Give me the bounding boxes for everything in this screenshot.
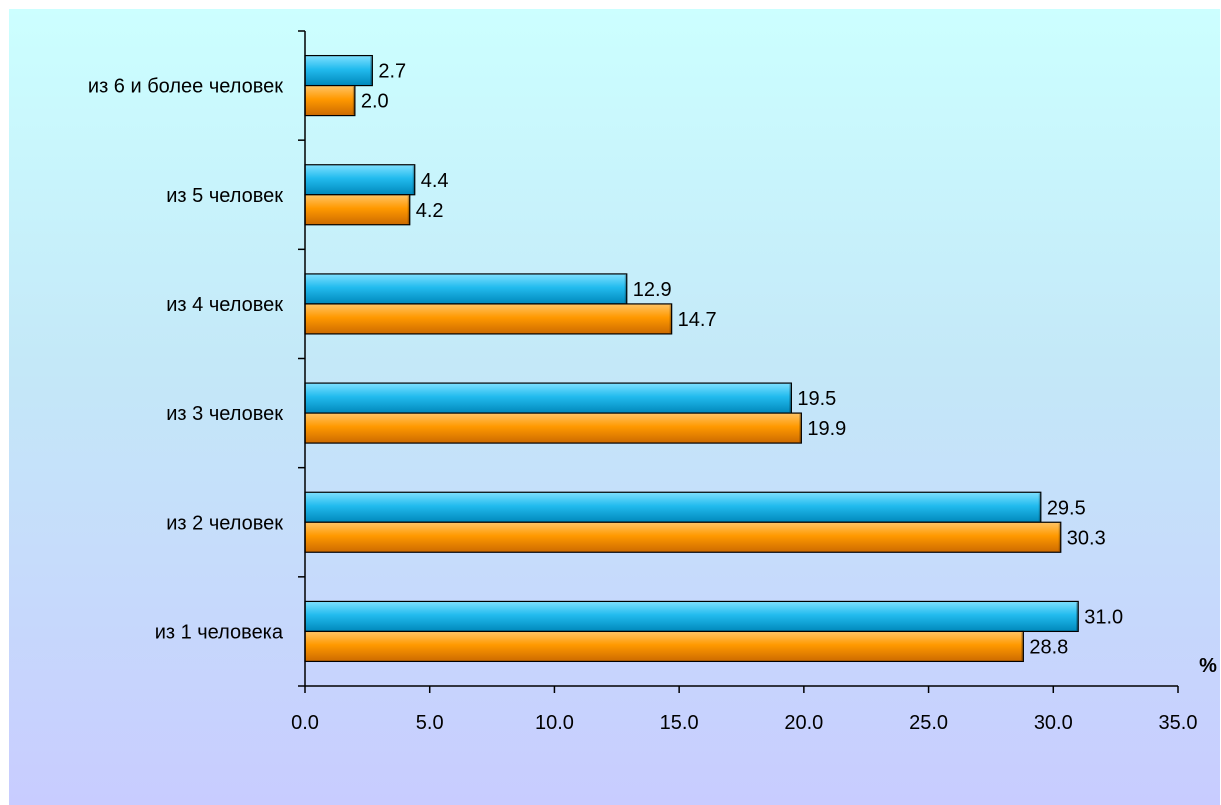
category-label: из 3 человек [166, 403, 283, 425]
category-label: из 6 и более человек [88, 76, 283, 98]
bar-edge-shade [1038, 493, 1041, 522]
bar-series-2 [304, 630, 1024, 663]
data-label: 2.0 [361, 91, 389, 113]
category-label: из 5 человек [166, 185, 283, 207]
bar-series-1 [304, 164, 416, 196]
bar-edge-shade [799, 414, 802, 443]
bar-series-2 [304, 84, 356, 117]
bar-edge-shade [1021, 632, 1024, 661]
bar-edge-shade [789, 384, 792, 413]
bar-series-2 [304, 412, 802, 444]
data-label: 12.9 [633, 279, 672, 301]
bar-edge-shade [1058, 523, 1061, 552]
bar-edge-shade [352, 86, 355, 115]
bar-series-1 [304, 600, 1079, 633]
bar-series-1 [304, 382, 792, 414]
x-tick-label: 10.0 [535, 712, 574, 734]
x-tick-label: 0.0 [291, 712, 319, 734]
category-label: из 1 человека [155, 621, 284, 643]
bar-edge-shade [669, 304, 672, 333]
data-label: 19.9 [807, 418, 846, 440]
bar-edge-shade [624, 274, 627, 303]
x-tick-label: 30.0 [1034, 712, 1073, 734]
bar-series-2 [304, 303, 673, 335]
category-label: из 2 человек [166, 512, 283, 534]
x-tick-label: 35.0 [1159, 712, 1198, 734]
bar-series-1 [304, 491, 1042, 523]
bar-edge-shade [412, 165, 415, 194]
x-tick-label: 25.0 [909, 712, 948, 734]
x-tick-label: 5.0 [416, 712, 444, 734]
bar-edge-shade [1076, 602, 1079, 631]
x-tick-label: 15.0 [660, 712, 699, 734]
bar-series-1 [304, 54, 373, 87]
data-label: 28.8 [1029, 636, 1068, 658]
data-label: 29.5 [1047, 497, 1086, 519]
data-label: 30.3 [1067, 527, 1106, 549]
bar-series-1 [304, 273, 628, 305]
data-label: 19.5 [797, 388, 836, 410]
category-label: из 4 человек [166, 294, 283, 316]
x-tick-label: 20.0 [784, 712, 823, 734]
data-label: 14.7 [678, 309, 717, 331]
data-label: 4.4 [421, 170, 449, 192]
data-label: 4.2 [416, 200, 444, 222]
data-label: 2.7 [378, 61, 406, 83]
bar-edge-shade [407, 195, 410, 224]
bar-series-2 [304, 521, 1062, 553]
bar-series-2 [304, 194, 411, 226]
data-label: 31.0 [1084, 606, 1123, 628]
bar-edge-shade [370, 56, 373, 85]
x-axis-unit-label: % [1199, 655, 1217, 677]
